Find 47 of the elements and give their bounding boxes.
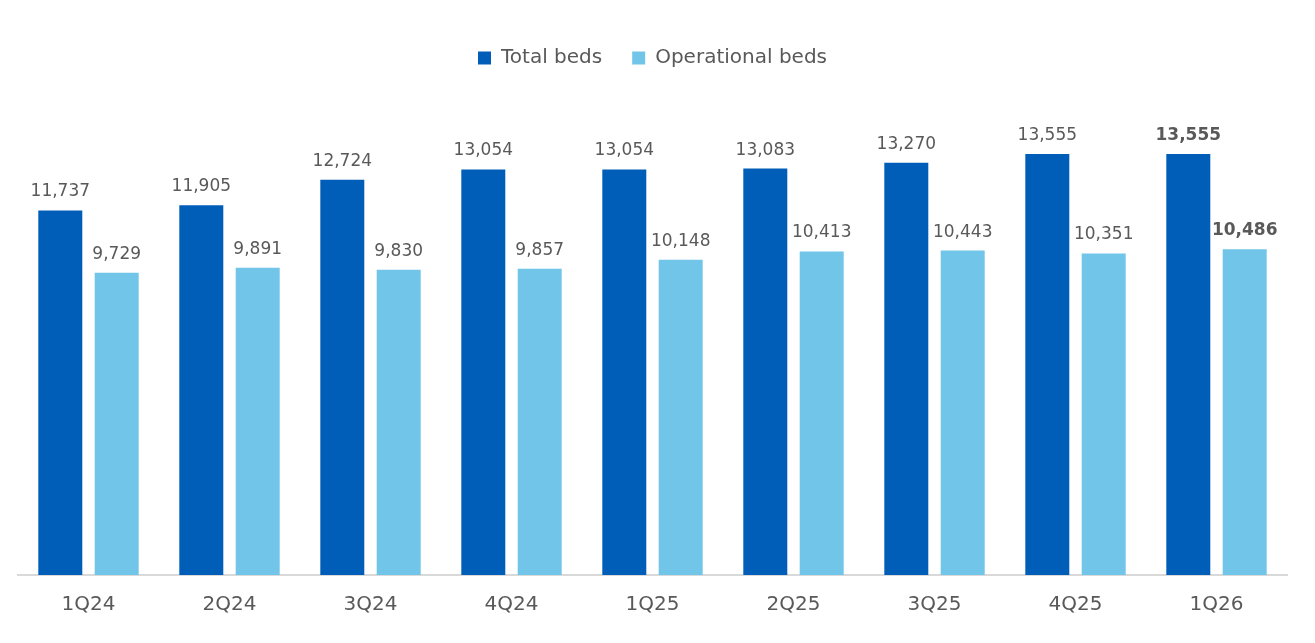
- data-label: 11,905: [171, 175, 232, 196]
- x-tick-label: 4Q25: [1048, 591, 1103, 616]
- data-label: 9,729: [92, 242, 142, 263]
- bar: [1166, 153, 1211, 575]
- bar: [1081, 253, 1126, 575]
- bar: [179, 205, 224, 575]
- bar: [38, 210, 83, 575]
- bar: [1222, 249, 1267, 575]
- data-label: 13,555: [1155, 123, 1222, 144]
- x-tick-label: 1Q24: [61, 591, 116, 616]
- bar: [799, 251, 844, 575]
- bar: [940, 250, 985, 575]
- bar: [743, 168, 788, 575]
- bar: [602, 169, 647, 575]
- data-label: 10,486: [1211, 219, 1278, 240]
- bar: [235, 267, 280, 575]
- data-label: 10,351: [1073, 223, 1134, 244]
- x-tick-label: 3Q24: [343, 591, 398, 616]
- data-label: 13,054: [453, 139, 514, 160]
- legend-label: Operational beds: [655, 44, 828, 69]
- data-label: 10,148: [650, 229, 711, 250]
- data-label: 10,413: [791, 221, 852, 242]
- bar: [1025, 153, 1070, 575]
- bar: [658, 259, 703, 575]
- x-tick-label: 3Q25: [907, 591, 962, 616]
- bar: [94, 272, 139, 575]
- x-tick-label: 4Q24: [484, 591, 539, 616]
- data-label: 9,891: [233, 237, 283, 258]
- data-label: 13,054: [594, 139, 655, 160]
- x-tick-label: 2Q25: [766, 591, 821, 616]
- x-tick-label: 1Q25: [625, 591, 680, 616]
- bar: [320, 179, 365, 575]
- data-label: 9,857: [515, 238, 565, 259]
- x-tick-label: 2Q24: [202, 591, 257, 616]
- data-label: 13,083: [735, 138, 796, 159]
- data-label: 13,270: [876, 132, 937, 153]
- bar: [517, 268, 562, 575]
- data-label: 11,737: [30, 180, 91, 201]
- bar: [376, 269, 421, 575]
- data-label: 13,555: [1017, 123, 1078, 144]
- bar: [461, 169, 506, 575]
- data-label: 10,443: [932, 220, 993, 241]
- bar: [884, 162, 929, 575]
- data-label: 12,724: [312, 149, 373, 170]
- legend-label: Total beds: [500, 44, 603, 69]
- x-tick-label: 1Q26: [1189, 591, 1244, 616]
- data-label: 9,830: [374, 239, 424, 260]
